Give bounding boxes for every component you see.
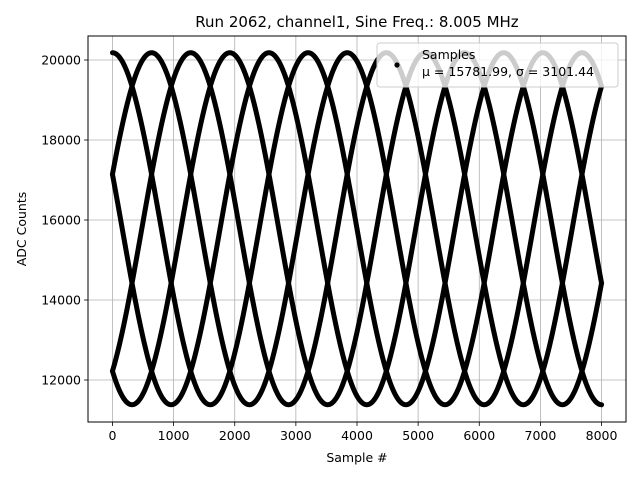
sample-trace-2 [109,50,605,408]
x-tick-label: 2000 [219,428,251,443]
x-tick-label: 7000 [525,428,557,443]
y-axis: 12000 14000 16000 18000 20000 [41,53,88,388]
legend-box [376,42,619,88]
sample-trace-4 [109,50,605,408]
y-axis-label: ADC Counts [14,192,29,267]
y-tick-label: 16000 [41,213,81,228]
x-tick-label: 6000 [463,428,495,443]
legend: Samples μ = 15781.99, σ = 3101.44 [376,42,619,88]
x-tick-label: 5000 [402,428,434,443]
x-tick-label: 0 [108,428,116,443]
x-tick-label: 8000 [586,428,618,443]
x-axis-label: Sample # [326,450,387,465]
legend-marker [394,62,400,68]
x-tick-label: 1000 [158,428,190,443]
y-tick-label: 20000 [41,53,81,68]
sample-trace-5 [109,50,605,408]
y-tick-label: 12000 [41,373,81,388]
y-tick-label: 18000 [41,133,81,148]
chart-title: Run 2062, channel1, Sine Freq.: 8.005 MH… [195,13,519,31]
legend-stats: μ = 15781.99, σ = 3101.44 [422,64,594,79]
y-tick-label: 14000 [41,293,81,308]
x-axis: 0 1000 2000 3000 4000 5000 6000 7000 8000 [108,422,617,443]
x-tick-label: 3000 [280,428,312,443]
legend-label: Samples [422,47,475,62]
x-tick-label: 4000 [341,428,373,443]
sample-trace-3 [109,50,605,408]
